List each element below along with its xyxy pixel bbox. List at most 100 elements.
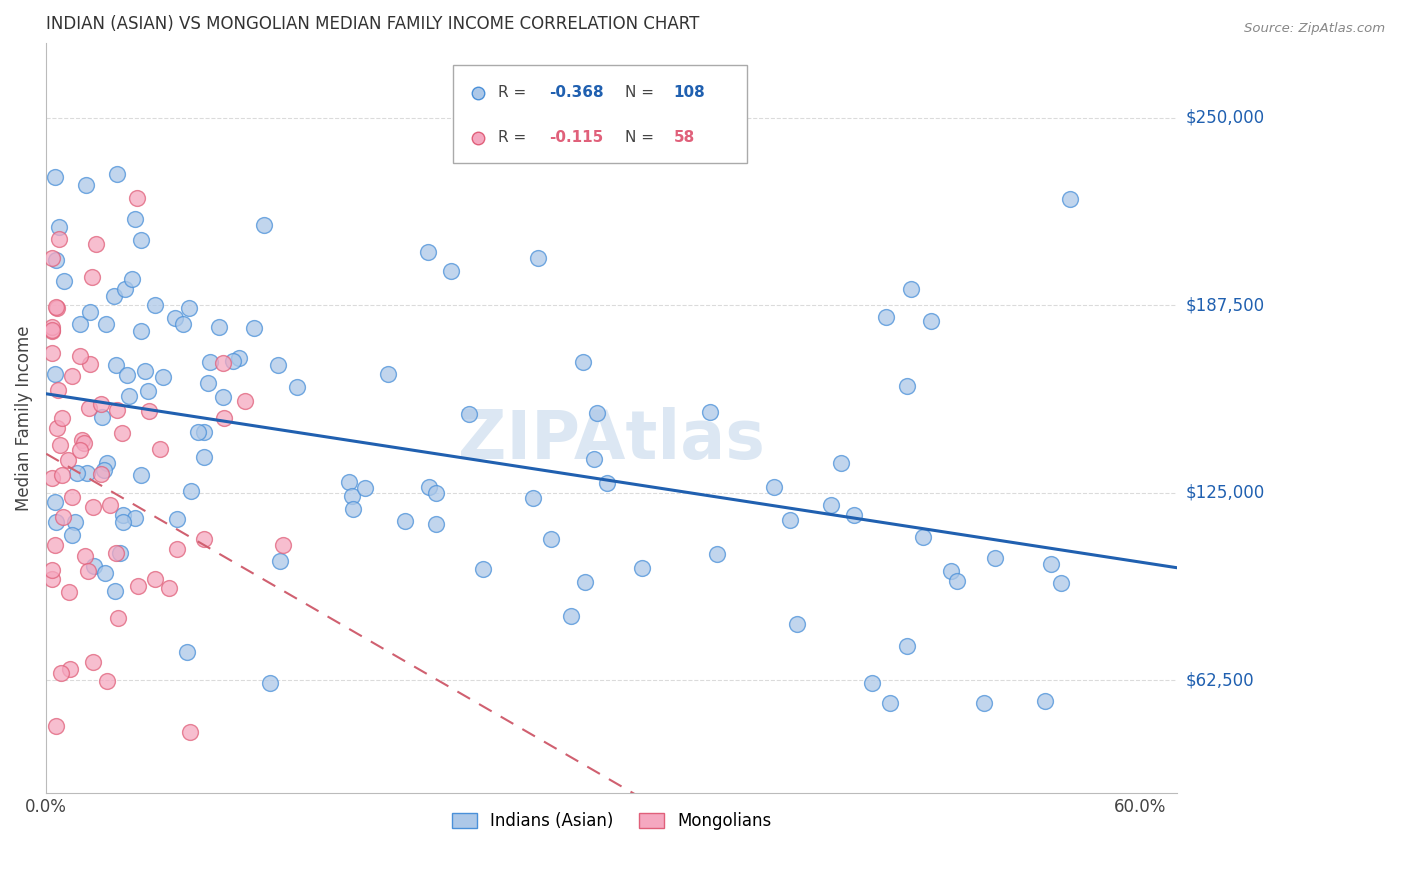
Point: [571, 355, 593, 369]
Text: R =: R =: [499, 85, 531, 100]
Point: [52, 509, 75, 524]
Point: [471, 562, 494, 576]
Point: [127, 191, 149, 205]
Point: [103, 289, 125, 303]
Point: [900, 282, 922, 296]
Point: [285, 380, 308, 394]
Point: [172, 317, 194, 331]
Point: [41, 563, 63, 577]
Point: [253, 218, 276, 232]
Point: [138, 404, 160, 418]
Point: [46, 301, 69, 315]
Point: [166, 511, 188, 525]
Point: [45, 420, 67, 434]
Point: [243, 321, 266, 335]
Point: [129, 467, 152, 482]
Point: [136, 384, 159, 399]
Point: [157, 581, 180, 595]
Point: [582, 452, 605, 467]
Point: [706, 547, 728, 561]
Point: [911, 530, 934, 544]
Point: [41, 573, 63, 587]
Point: [118, 389, 141, 403]
Point: [540, 532, 562, 546]
Point: [60, 369, 83, 384]
Text: Source: ZipAtlas.com: Source: ZipAtlas.com: [1244, 22, 1385, 36]
Point: [269, 554, 291, 568]
Point: [222, 354, 245, 368]
Point: [235, 393, 257, 408]
Point: [111, 425, 134, 440]
Point: [1050, 576, 1073, 591]
FancyBboxPatch shape: [453, 65, 747, 163]
Point: [45, 718, 67, 732]
Point: [763, 480, 786, 494]
Point: [41, 323, 63, 337]
Point: [779, 513, 801, 527]
Point: [946, 574, 969, 588]
Point: [179, 724, 201, 739]
Text: -0.368: -0.368: [550, 85, 605, 100]
Text: N =: N =: [626, 85, 659, 100]
Point: [66, 466, 89, 480]
Point: [143, 298, 166, 312]
Point: [527, 251, 550, 265]
Point: [115, 368, 138, 382]
Point: [896, 639, 918, 653]
Point: [51, 411, 73, 425]
Point: [96, 456, 118, 470]
Point: [163, 310, 186, 325]
Point: [65, 516, 87, 530]
Point: [875, 310, 897, 325]
Point: [94, 318, 117, 332]
Point: [72, 436, 94, 450]
Text: -0.115: -0.115: [550, 130, 603, 145]
Point: [353, 481, 375, 495]
Point: [94, 566, 117, 580]
Point: [44, 538, 66, 552]
Point: [134, 364, 156, 378]
Point: [586, 406, 609, 420]
Point: [267, 358, 290, 372]
Text: 108: 108: [673, 85, 706, 100]
Point: [79, 357, 101, 371]
Text: $125,000: $125,000: [1185, 483, 1264, 501]
Point: [51, 468, 73, 483]
Point: [844, 508, 866, 523]
Point: [41, 251, 63, 265]
Point: [59, 662, 82, 676]
Point: [93, 463, 115, 477]
Point: [560, 609, 582, 624]
Point: [90, 410, 112, 425]
Point: [84, 236, 107, 251]
Point: [46, 384, 69, 398]
Point: [44, 170, 66, 185]
Point: [177, 301, 200, 315]
Point: [129, 233, 152, 247]
Point: [76, 564, 98, 578]
Point: [41, 320, 63, 334]
Point: [425, 516, 447, 531]
Point: [152, 370, 174, 384]
Point: [48, 232, 70, 246]
Point: [75, 178, 97, 193]
Point: [58, 585, 80, 599]
Point: [79, 401, 101, 416]
Point: [193, 425, 215, 439]
Point: [939, 564, 962, 578]
Text: R =: R =: [499, 130, 537, 145]
Point: [228, 351, 250, 366]
Point: [114, 282, 136, 296]
Point: [631, 561, 654, 575]
Point: [41, 470, 63, 484]
Point: [896, 379, 918, 393]
Point: [143, 572, 166, 586]
Point: [45, 253, 67, 268]
Point: [53, 274, 76, 288]
Point: [79, 305, 101, 319]
Point: [1039, 557, 1062, 571]
Point: [440, 264, 463, 278]
Point: [1033, 694, 1056, 708]
Point: [105, 168, 128, 182]
Point: [342, 502, 364, 516]
